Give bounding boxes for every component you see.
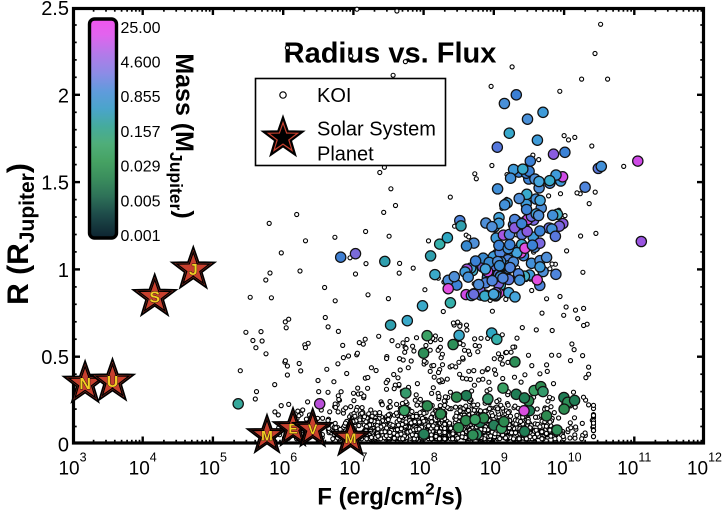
svg-text:Solar System: Solar System	[317, 119, 436, 141]
svg-text:0.855: 0.855	[121, 89, 161, 106]
svg-text:1: 1	[58, 260, 69, 282]
svg-text:S: S	[149, 289, 160, 306]
svg-text:Planet: Planet	[317, 144, 374, 166]
svg-text:0.005: 0.005	[121, 193, 161, 210]
svg-text:E: E	[288, 420, 297, 436]
svg-text:0.5: 0.5	[41, 347, 69, 369]
svg-text:0.029: 0.029	[121, 159, 161, 176]
svg-text:F (erg/cm2/s): F (erg/cm2/s)	[317, 480, 463, 511]
svg-text:2: 2	[58, 85, 69, 107]
svg-text:KOI: KOI	[317, 85, 351, 107]
svg-text:0.157: 0.157	[121, 124, 161, 141]
svg-text:0.001: 0.001	[121, 228, 161, 245]
svg-text:25.00: 25.00	[121, 20, 161, 37]
svg-text:U: U	[107, 374, 119, 391]
svg-text:M: M	[261, 427, 273, 443]
svg-text:N: N	[79, 376, 91, 393]
svg-text:M: M	[345, 430, 357, 446]
svg-text:0: 0	[58, 435, 69, 457]
svg-text:4.600: 4.600	[121, 55, 161, 72]
svg-text:2.5: 2.5	[41, 0, 69, 20]
svg-text:J: J	[189, 262, 198, 279]
svg-text:1.5: 1.5	[41, 173, 69, 195]
svg-text:Radius vs. Flux: Radius vs. Flux	[284, 38, 497, 70]
svg-text:V: V	[308, 421, 318, 437]
